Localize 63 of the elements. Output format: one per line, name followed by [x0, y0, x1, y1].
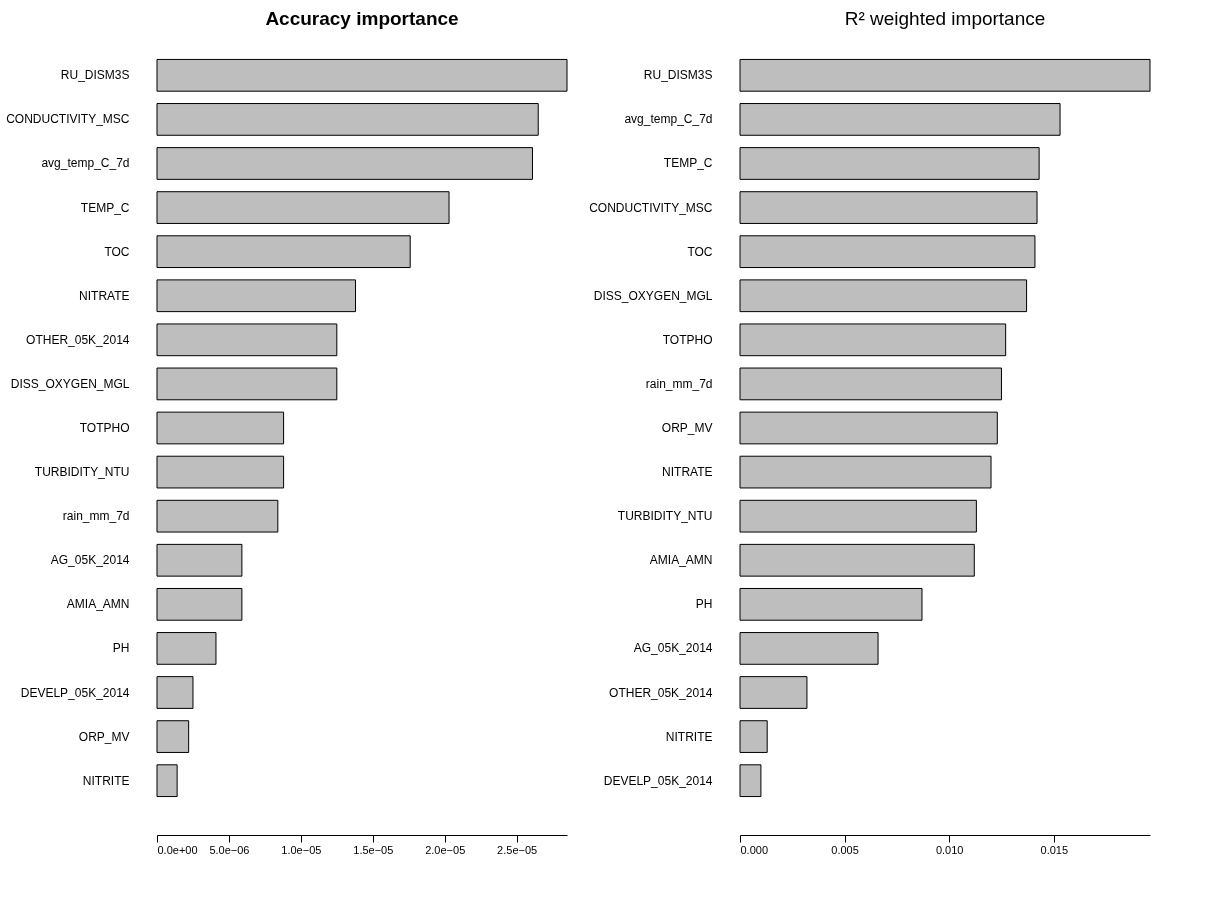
- chart-title: R² weighted importance: [844, 8, 1046, 29]
- x-tick-label: 1.0e−05: [281, 843, 322, 856]
- y-tick-label: NITRITE: [82, 773, 130, 788]
- x-tick-label: 1.5e−05: [353, 843, 394, 856]
- bar: [156, 543, 243, 577]
- y-tick-label: RU_DISM3S: [643, 68, 713, 83]
- y-tick-label: DEVELP_05K_2014: [603, 773, 713, 788]
- bar: [156, 676, 194, 709]
- y-tick-label: PH: [112, 641, 130, 656]
- y-tick-label: AG_05K_2014: [633, 641, 713, 656]
- y-tick-label: NITRATE: [662, 465, 713, 480]
- bar: [156, 323, 338, 357]
- y-tick-label: NITRATE: [79, 288, 130, 303]
- bar: [156, 191, 450, 224]
- chart-title: Accuracy importance: [265, 8, 459, 29]
- y-tick-label: AMIA_AMN: [66, 597, 130, 612]
- y-tick-label: DISS_OXYGEN_MGL: [593, 288, 713, 303]
- x-tick-label: 0.015: [1040, 843, 1069, 856]
- x-tick-label: 0.005: [831, 843, 859, 856]
- bar: [156, 720, 190, 753]
- y-tick-label: OTHER_05K_2014: [26, 332, 130, 347]
- y-tick-label: TOTPHO: [662, 332, 713, 347]
- bar: [156, 764, 178, 798]
- bar: [156, 455, 285, 489]
- bar: [156, 411, 285, 445]
- y-tick-label: TEMP_C: [80, 200, 130, 215]
- bar: [156, 499, 279, 533]
- y-tick-label: TOC: [104, 244, 130, 259]
- x-tick-label: 0.010: [935, 843, 964, 856]
- bar: [156, 632, 217, 665]
- bar: [156, 147, 533, 180]
- bar: [156, 58, 568, 92]
- x-tick-label: 2.5e−05: [497, 843, 538, 856]
- y-tick-label: rain_mm_7d: [62, 509, 130, 524]
- y-tick-label: AMIA_AMN: [649, 553, 713, 568]
- y-tick-label: TURBIDITY_NTU: [34, 465, 130, 480]
- y-tick-label: TOTPHO: [79, 421, 130, 435]
- y-tick-label: PH: [695, 597, 713, 612]
- y-tick-label: OTHER_05K_2014: [609, 685, 713, 700]
- y-tick-label: TEMP_C: [663, 156, 713, 171]
- y-tick-label: NITRITE: [665, 729, 713, 744]
- y-tick-label: TURBIDITY_NTU: [617, 509, 713, 524]
- bar: [156, 103, 539, 136]
- y-tick-label: ORP_MV: [78, 729, 130, 744]
- y-tick-label: AG_05K_2014: [50, 553, 130, 568]
- x-tick-label: 0.0e+00: [157, 843, 198, 856]
- bar: [156, 367, 338, 401]
- bar: [156, 587, 243, 621]
- x-tick-label: 2.0e−05: [425, 843, 466, 856]
- y-tick-label: CONDUCTIVITY_MSC: [589, 200, 713, 215]
- x-tick-label: 5.0e−06: [209, 843, 250, 856]
- y-tick-label: TOC: [687, 244, 713, 259]
- y-tick-label: avg_temp_C_7d: [624, 112, 713, 127]
- bar: [156, 279, 357, 313]
- y-tick-label: avg_temp_C_7d: [41, 156, 130, 171]
- y-tick-label: CONDUCTIVITY_MSC: [6, 112, 130, 127]
- y-tick-label: DISS_OXYGEN_MGL: [10, 376, 130, 391]
- y-tick-label: DEVELP_05K_2014: [20, 685, 130, 700]
- y-tick-label: ORP_MV: [661, 421, 713, 435]
- bar: [156, 235, 411, 269]
- x-tick-label: 0.000: [740, 843, 769, 856]
- y-tick-label: rain_mm_7d: [645, 376, 713, 391]
- y-tick-label: RU_DISM3S: [60, 68, 130, 83]
